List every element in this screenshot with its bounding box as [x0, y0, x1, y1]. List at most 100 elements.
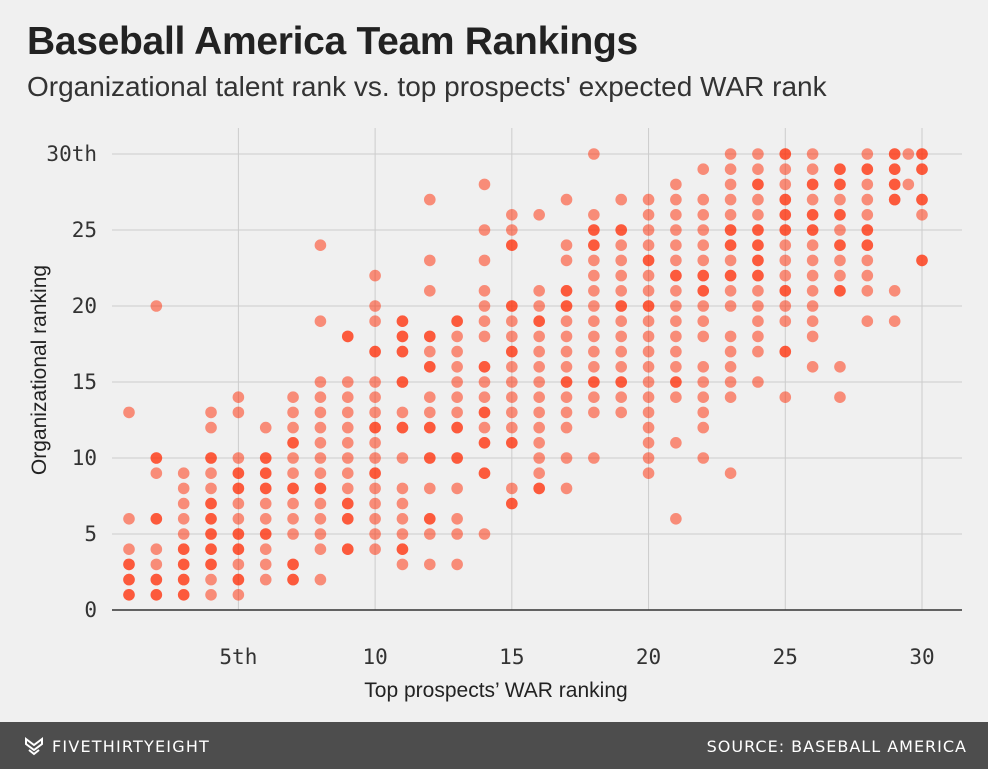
- data-point: [670, 345, 682, 358]
- data-point: [314, 482, 327, 495]
- y-tick-label: 30th: [46, 142, 97, 166]
- data-point: [341, 467, 354, 480]
- data-point: [423, 482, 436, 495]
- data-point: [670, 285, 682, 297]
- x-tick-label: 20: [636, 645, 661, 669]
- data-point: [369, 269, 381, 282]
- data-point: [834, 178, 846, 191]
- data-point: [560, 391, 573, 404]
- data-point: [259, 513, 272, 525]
- data-point: [506, 300, 518, 312]
- data-point: [779, 269, 792, 282]
- data-point: [205, 543, 217, 555]
- data-point: [752, 178, 764, 191]
- data-point: [423, 528, 436, 540]
- data-point: [205, 558, 217, 571]
- data-point: [314, 239, 327, 251]
- data-point: [287, 497, 299, 510]
- data-point: [533, 467, 545, 480]
- data-point: [779, 345, 792, 358]
- data-point: [697, 406, 710, 419]
- data-point: [259, 452, 272, 464]
- x-axis-title: Top prospects’ WAR ranking: [364, 679, 627, 702]
- data-point: [232, 589, 245, 601]
- data-point: [670, 391, 682, 404]
- data-point: [451, 513, 463, 525]
- data-point: [806, 163, 819, 175]
- data-point: [560, 406, 573, 419]
- data-point: [506, 497, 518, 510]
- data-point: [506, 330, 518, 343]
- data-point: [642, 391, 655, 404]
- data-point: [861, 254, 874, 267]
- data-point: [752, 224, 764, 236]
- data-point: [806, 193, 819, 206]
- data-point: [478, 421, 491, 434]
- data-point: [752, 239, 764, 251]
- y-tick-label: 25: [72, 218, 97, 242]
- data-point: [888, 163, 901, 175]
- data-point: [533, 300, 545, 312]
- data-point: [834, 391, 846, 404]
- data-point: [615, 193, 628, 206]
- data-point: [588, 239, 600, 251]
- data-point: [724, 239, 737, 251]
- data-point: [888, 178, 901, 191]
- data-point: [396, 376, 409, 388]
- data-point: [423, 193, 436, 206]
- data-point: [259, 467, 272, 480]
- data-point: [642, 437, 655, 449]
- data-point: [506, 391, 518, 404]
- data-point: [779, 193, 792, 206]
- data-point: [615, 330, 628, 343]
- data-point: [642, 239, 655, 251]
- data-point: [314, 467, 327, 480]
- chart-title: Baseball America Team Rankings: [27, 20, 638, 63]
- data-point: [588, 285, 600, 297]
- data-point: [205, 589, 217, 601]
- data-point: [478, 254, 491, 267]
- data-point: [533, 285, 545, 297]
- data-point: [341, 497, 354, 510]
- data-point: [779, 224, 792, 236]
- data-point: [670, 361, 682, 373]
- data-point: [369, 452, 381, 464]
- data-point: [533, 345, 545, 358]
- data-point: [369, 543, 381, 555]
- data-point: [259, 421, 272, 434]
- data-point: [806, 178, 819, 191]
- data-point: [205, 482, 217, 495]
- data-point: [560, 254, 573, 267]
- data-point: [642, 376, 655, 388]
- data-point: [724, 193, 737, 206]
- x-tick-label: 15: [499, 645, 524, 669]
- data-point: [916, 148, 928, 160]
- data-point: [478, 391, 491, 404]
- data-point: [232, 452, 245, 464]
- data-point: [588, 330, 600, 343]
- data-point: [861, 209, 874, 221]
- data-point: [560, 239, 573, 251]
- data-point: [560, 345, 573, 358]
- data-point: [369, 315, 381, 328]
- data-point: [697, 361, 710, 373]
- data-point: [287, 406, 299, 419]
- data-point: [533, 315, 545, 328]
- data-point: [478, 528, 491, 540]
- data-point: [752, 300, 764, 312]
- data-point: [123, 406, 135, 419]
- data-point: [396, 497, 409, 510]
- data-point: [478, 376, 491, 388]
- data-point: [834, 285, 846, 297]
- data-point: [506, 482, 518, 495]
- brand-logo[interactable]: FIVETHIRTYEIGHT: [24, 736, 210, 756]
- data-point: [670, 437, 682, 449]
- data-point: [369, 421, 381, 434]
- data-point: [232, 513, 245, 525]
- data-point: [396, 345, 409, 358]
- data-point: [123, 558, 135, 571]
- data-point: [177, 528, 190, 540]
- data-point: [369, 482, 381, 495]
- data-point: [588, 269, 600, 282]
- data-point: [724, 178, 737, 191]
